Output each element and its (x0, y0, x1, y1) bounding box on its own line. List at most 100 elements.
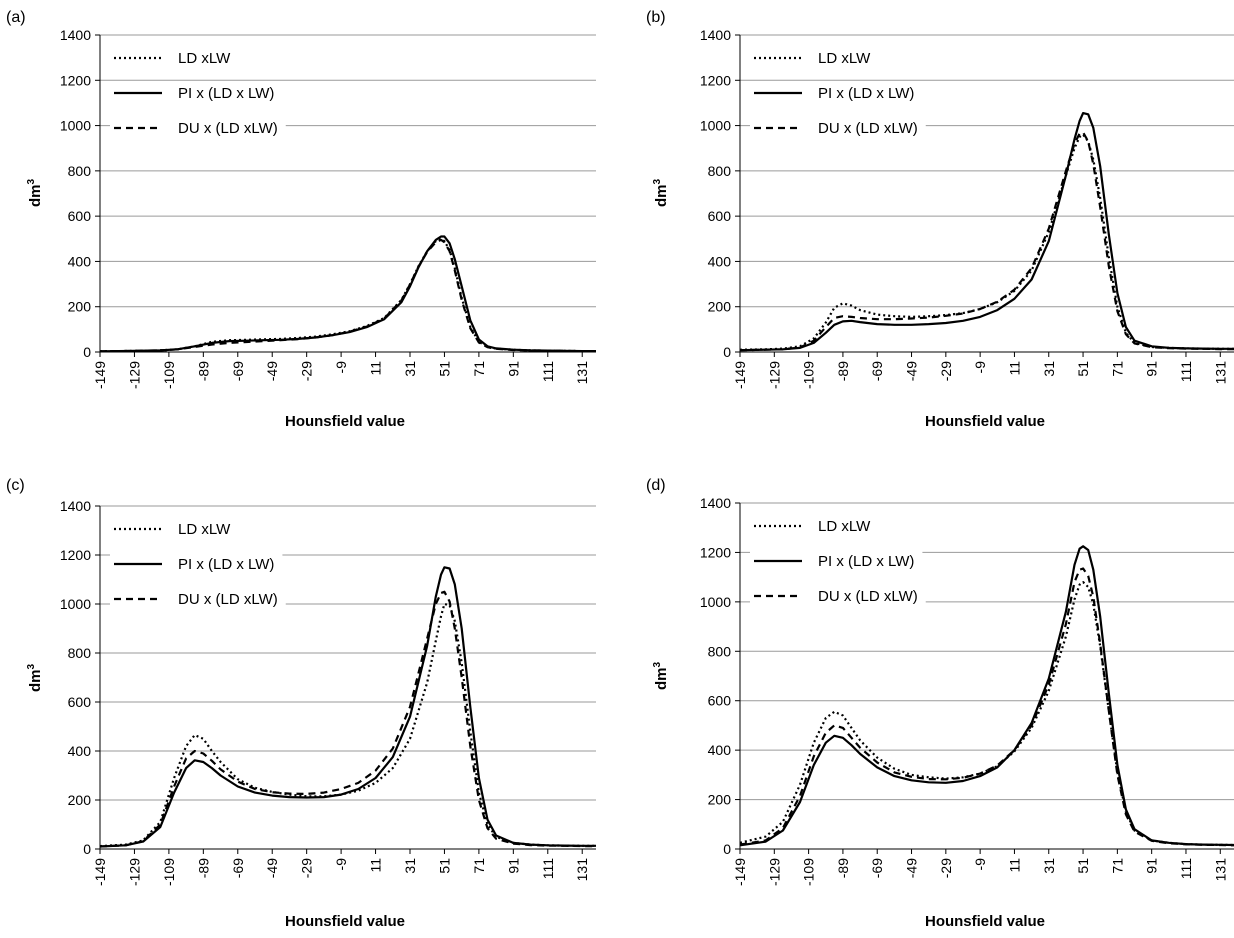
series-line-dotted (739, 133, 1234, 351)
panel-label: (d) (646, 477, 666, 494)
y-tick-label: 600 (68, 694, 92, 710)
y-axis-title-unit: dm (653, 185, 670, 208)
y-axis-title-superscript: 3 (652, 179, 663, 185)
x-tick-label: -9 (972, 858, 988, 871)
x-tick-label: -29 (938, 858, 954, 878)
y-tick-label: 1000 (60, 118, 91, 134)
legend-label: LD xLW (178, 50, 231, 67)
x-tick-labels: -149 -129 -109 -89 -69 -49 -29 -9 11 31 51 71 91 111 1… (732, 858, 1228, 886)
series-line-solid (99, 566, 596, 848)
x-tick-label: -89 (195, 858, 211, 878)
x-tick-labels: -149 -129 -109 -89 -69 -49 -29 -9 11 31 51 71 91 111 1… (92, 858, 590, 886)
x-tick-label: -149 (732, 361, 748, 389)
y-axis-title: dm3 (652, 179, 670, 208)
legend-label: PI x (LD x LW) (178, 556, 274, 573)
y-gridlines (100, 34, 596, 308)
x-tick-label: 91 (1144, 361, 1160, 377)
x-tick-label: 51 (1075, 361, 1091, 377)
x-tick-label: -89 (835, 858, 851, 878)
y-tick-label: 200 (68, 792, 92, 808)
y-tick-label: 200 (68, 299, 92, 315)
x-tick-label: -9 (333, 361, 349, 374)
x-tick-label: -89 (195, 361, 211, 381)
x-tick-label: -109 (801, 361, 817, 389)
y-axis-title-superscript: 3 (652, 662, 663, 668)
y-tick-label: 400 (708, 253, 732, 269)
x-tick-labels: -149 -129 -109 -89 -69 -49 -29 -9 11 31 51 71 91 111 1… (732, 361, 1228, 389)
legend-label: PI x (LD x LW) (178, 85, 274, 102)
x-tick-labels: -149 -129 -109 -89 -69 -49 -29 -9 11 31 51 71 91 111 1… (92, 361, 590, 389)
legend-label: DU x (LD xLW) (178, 120, 278, 137)
legend-label: DU x (LD xLW) (818, 120, 918, 137)
y-tick-labels: 0 200 400 600 800 1000 1200 1400 (60, 498, 91, 857)
panel-label: (b) (646, 9, 666, 26)
x-tick-label: -49 (264, 858, 280, 878)
x-tick-label: 71 (1109, 361, 1125, 377)
y-tick-label: 800 (68, 645, 92, 661)
x-tick-label: 91 (505, 858, 521, 874)
legend-entry-background (110, 46, 239, 70)
y-tick-label: 1200 (60, 547, 91, 563)
y-gridlines (740, 34, 1234, 308)
y-tick-label: 1400 (700, 495, 731, 511)
x-tick-label: -149 (732, 858, 748, 886)
y-tick-label: 1200 (700, 544, 731, 560)
series-line-dashed (99, 590, 596, 848)
legend: LD xLW PI x (LD x LW) DU x (LD xLW) (110, 46, 286, 140)
legend-label: LD xLW (818, 50, 871, 67)
x-tick-label: -9 (333, 858, 349, 871)
y-tick-label: 1000 (700, 594, 731, 610)
legend: LD xLW PI x (LD x LW) DU x (LD xLW) (750, 46, 926, 140)
x-tick-label: -129 (126, 361, 142, 389)
x-tick-label: 131 (1212, 858, 1228, 882)
x-tick-label: -149 (92, 361, 108, 389)
y-axis-title-superscript: 3 (26, 664, 37, 670)
y-tick-label: 600 (708, 693, 732, 709)
x-tick-label: 91 (505, 361, 521, 377)
y-axis-title: dm3 (26, 179, 44, 208)
x-tick-label: -49 (264, 361, 280, 381)
y-tick-label: 800 (708, 163, 732, 179)
x-tick-label: -49 (904, 858, 920, 878)
y-axis-title-unit: dm (27, 185, 44, 208)
y-tick-labels: 0 200 400 600 800 1000 1200 1400 (700, 495, 731, 857)
x-tick-label: 111 (1178, 858, 1194, 879)
x-tick-label: 11 (368, 858, 384, 873)
x-tick-label: 51 (1075, 858, 1091, 874)
x-tick-label: 11 (1006, 361, 1022, 376)
y-tick-label: 400 (708, 742, 732, 758)
x-tick-label: 111 (540, 858, 556, 879)
y-axis-title: dm3 (26, 664, 44, 693)
x-tick-label: 91 (1144, 858, 1160, 874)
x-tick-label: -129 (766, 361, 782, 389)
y-tick-labels: 0 200 400 600 800 1000 1200 1400 (700, 27, 731, 360)
y-tick-label: 1000 (60, 596, 91, 612)
legend-label: LD xLW (818, 518, 871, 535)
x-axis-title: Hounsfield value (925, 413, 1045, 430)
x-tick-label: -29 (299, 361, 315, 381)
legend-entry-background (110, 517, 239, 541)
series-line-dotted (99, 237, 596, 353)
series-line-dashed (739, 131, 1234, 352)
y-gridlines (100, 505, 596, 801)
x-tick-label: 131 (574, 858, 590, 882)
legend-entry-background (750, 46, 879, 70)
y-gridlines (740, 502, 1234, 801)
x-tick-label: 51 (436, 858, 452, 874)
y-tick-label: 0 (83, 344, 91, 360)
x-tick-label: -129 (766, 858, 782, 886)
y-tick-label: 0 (83, 841, 91, 857)
x-tick-label: -149 (92, 858, 108, 886)
axes (95, 34, 596, 357)
y-tick-label: 0 (723, 344, 731, 360)
axes (735, 34, 1234, 357)
x-tick-label: -49 (904, 361, 920, 381)
legend-label: PI x (LD x LW) (818, 85, 914, 102)
series-line-solid (99, 235, 596, 353)
y-tick-label: 1000 (700, 118, 731, 134)
x-axis-title: Hounsfield value (925, 913, 1045, 930)
series-lines (99, 566, 596, 848)
